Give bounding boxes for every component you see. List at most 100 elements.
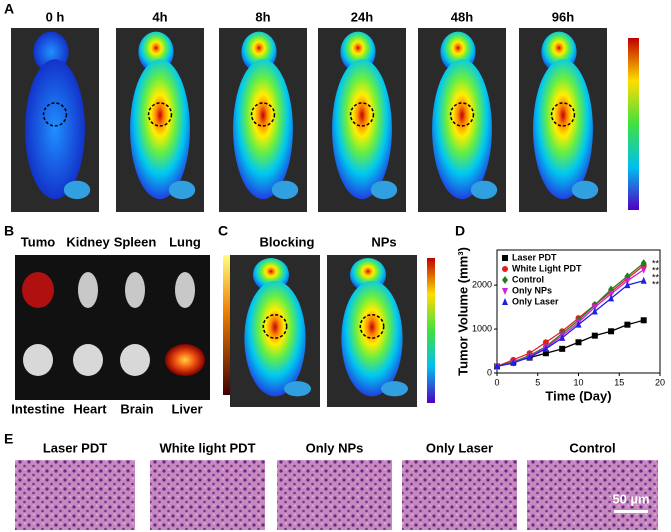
panel-label: A	[4, 1, 14, 17]
y-axis-label: Tumor Volume (mm³)	[455, 247, 470, 376]
series-line	[496, 264, 645, 368]
organ-label: Lung	[169, 234, 201, 249]
marker	[502, 276, 508, 284]
panel-label: D	[455, 223, 465, 239]
organ-label: Heart	[73, 401, 107, 416]
marker	[591, 332, 598, 339]
organ	[22, 272, 54, 308]
mouse-leg	[470, 180, 498, 200]
marker	[502, 266, 508, 272]
colorbar	[223, 255, 231, 395]
marker	[542, 339, 549, 346]
organ	[120, 344, 150, 376]
group-label: Only Laser	[426, 440, 493, 455]
time-label: 4h	[152, 9, 167, 24]
x-tick-label: 20	[655, 377, 665, 387]
tumor-outline	[349, 102, 375, 127]
group-label: White light PDT	[159, 440, 255, 455]
group-label: Laser PDT	[43, 440, 107, 455]
mouse-body	[533, 59, 593, 200]
group-label: NPs	[371, 234, 396, 249]
marker	[640, 317, 647, 324]
series-line	[496, 280, 644, 368]
marker	[542, 350, 549, 357]
marker	[542, 344, 549, 352]
marker	[559, 345, 566, 352]
organ	[125, 272, 145, 308]
legend-label: Control	[512, 274, 544, 284]
panel-label: B	[4, 223, 14, 239]
group-label: Blocking	[260, 234, 315, 249]
mouse-body	[432, 59, 492, 200]
panel-label: E	[4, 431, 13, 447]
histology-image	[527, 460, 658, 530]
tumor-outline	[449, 102, 475, 127]
marker	[608, 328, 615, 335]
x-tick-label: 10	[573, 377, 583, 387]
organ	[175, 272, 195, 308]
legend-label: Laser PDT	[512, 252, 557, 262]
histology-image	[402, 460, 517, 530]
marker	[608, 294, 615, 302]
marker	[640, 259, 647, 268]
x-axis-label: Time (Day)	[545, 388, 611, 403]
marker	[526, 353, 533, 361]
mouse-body	[233, 59, 293, 200]
mouse-leg	[370, 180, 398, 200]
tumor-outline	[42, 102, 68, 127]
marker	[502, 298, 508, 305]
significance: **	[652, 265, 660, 275]
mouse-body	[341, 280, 403, 397]
histology-image	[277, 460, 392, 530]
tumor-outline	[262, 313, 288, 339]
organ	[23, 344, 53, 376]
mouse-body	[25, 59, 85, 200]
organ-label: Intestine	[11, 401, 64, 416]
significance: **	[652, 258, 660, 268]
tumor-outline	[250, 102, 276, 127]
time-label: 96h	[552, 9, 574, 24]
marker	[624, 281, 631, 289]
scale-bar	[614, 510, 648, 513]
significance: **	[652, 272, 660, 282]
mouse-leg	[168, 180, 196, 200]
marker	[502, 288, 508, 295]
marker	[510, 358, 517, 366]
scale-bar-label: 50 µm	[612, 491, 649, 506]
marker	[640, 276, 647, 284]
mouse-body	[130, 59, 190, 200]
mouse-leg	[271, 180, 299, 200]
x-tick-label: 0	[494, 377, 499, 387]
marker	[591, 307, 598, 315]
legend-label: Only NPs	[512, 285, 552, 295]
marker	[502, 255, 508, 261]
significance: **	[652, 279, 660, 289]
x-tick-label: 5	[535, 377, 540, 387]
mouse-leg	[284, 381, 311, 397]
time-label: 48h	[451, 9, 473, 24]
mouse-leg	[571, 180, 599, 200]
organ-label: Tumo	[21, 234, 55, 249]
time-label: 8h	[255, 9, 270, 24]
tumor-outline	[359, 313, 385, 339]
mouse-leg	[63, 180, 91, 200]
organ-label: Spleen	[114, 234, 157, 249]
group-label: Control	[569, 440, 615, 455]
tumor-outline	[147, 102, 173, 127]
series-line	[496, 262, 645, 368]
marker	[575, 339, 582, 346]
organ-label: Liver	[171, 401, 202, 416]
mouse-leg	[381, 381, 408, 397]
tumor-outline	[550, 102, 576, 127]
legend-label: Only Laser	[512, 296, 559, 306]
histology-image	[150, 460, 265, 530]
x-tick-label: 15	[614, 377, 624, 387]
marker	[575, 320, 582, 328]
marker	[559, 333, 566, 341]
marker	[640, 266, 647, 274]
marker	[494, 362, 500, 370]
organ-label: Kidney	[66, 234, 110, 249]
legend-label: White Light PDT	[512, 263, 582, 273]
y-tick-label: 1000	[472, 323, 492, 333]
marker	[624, 321, 631, 328]
